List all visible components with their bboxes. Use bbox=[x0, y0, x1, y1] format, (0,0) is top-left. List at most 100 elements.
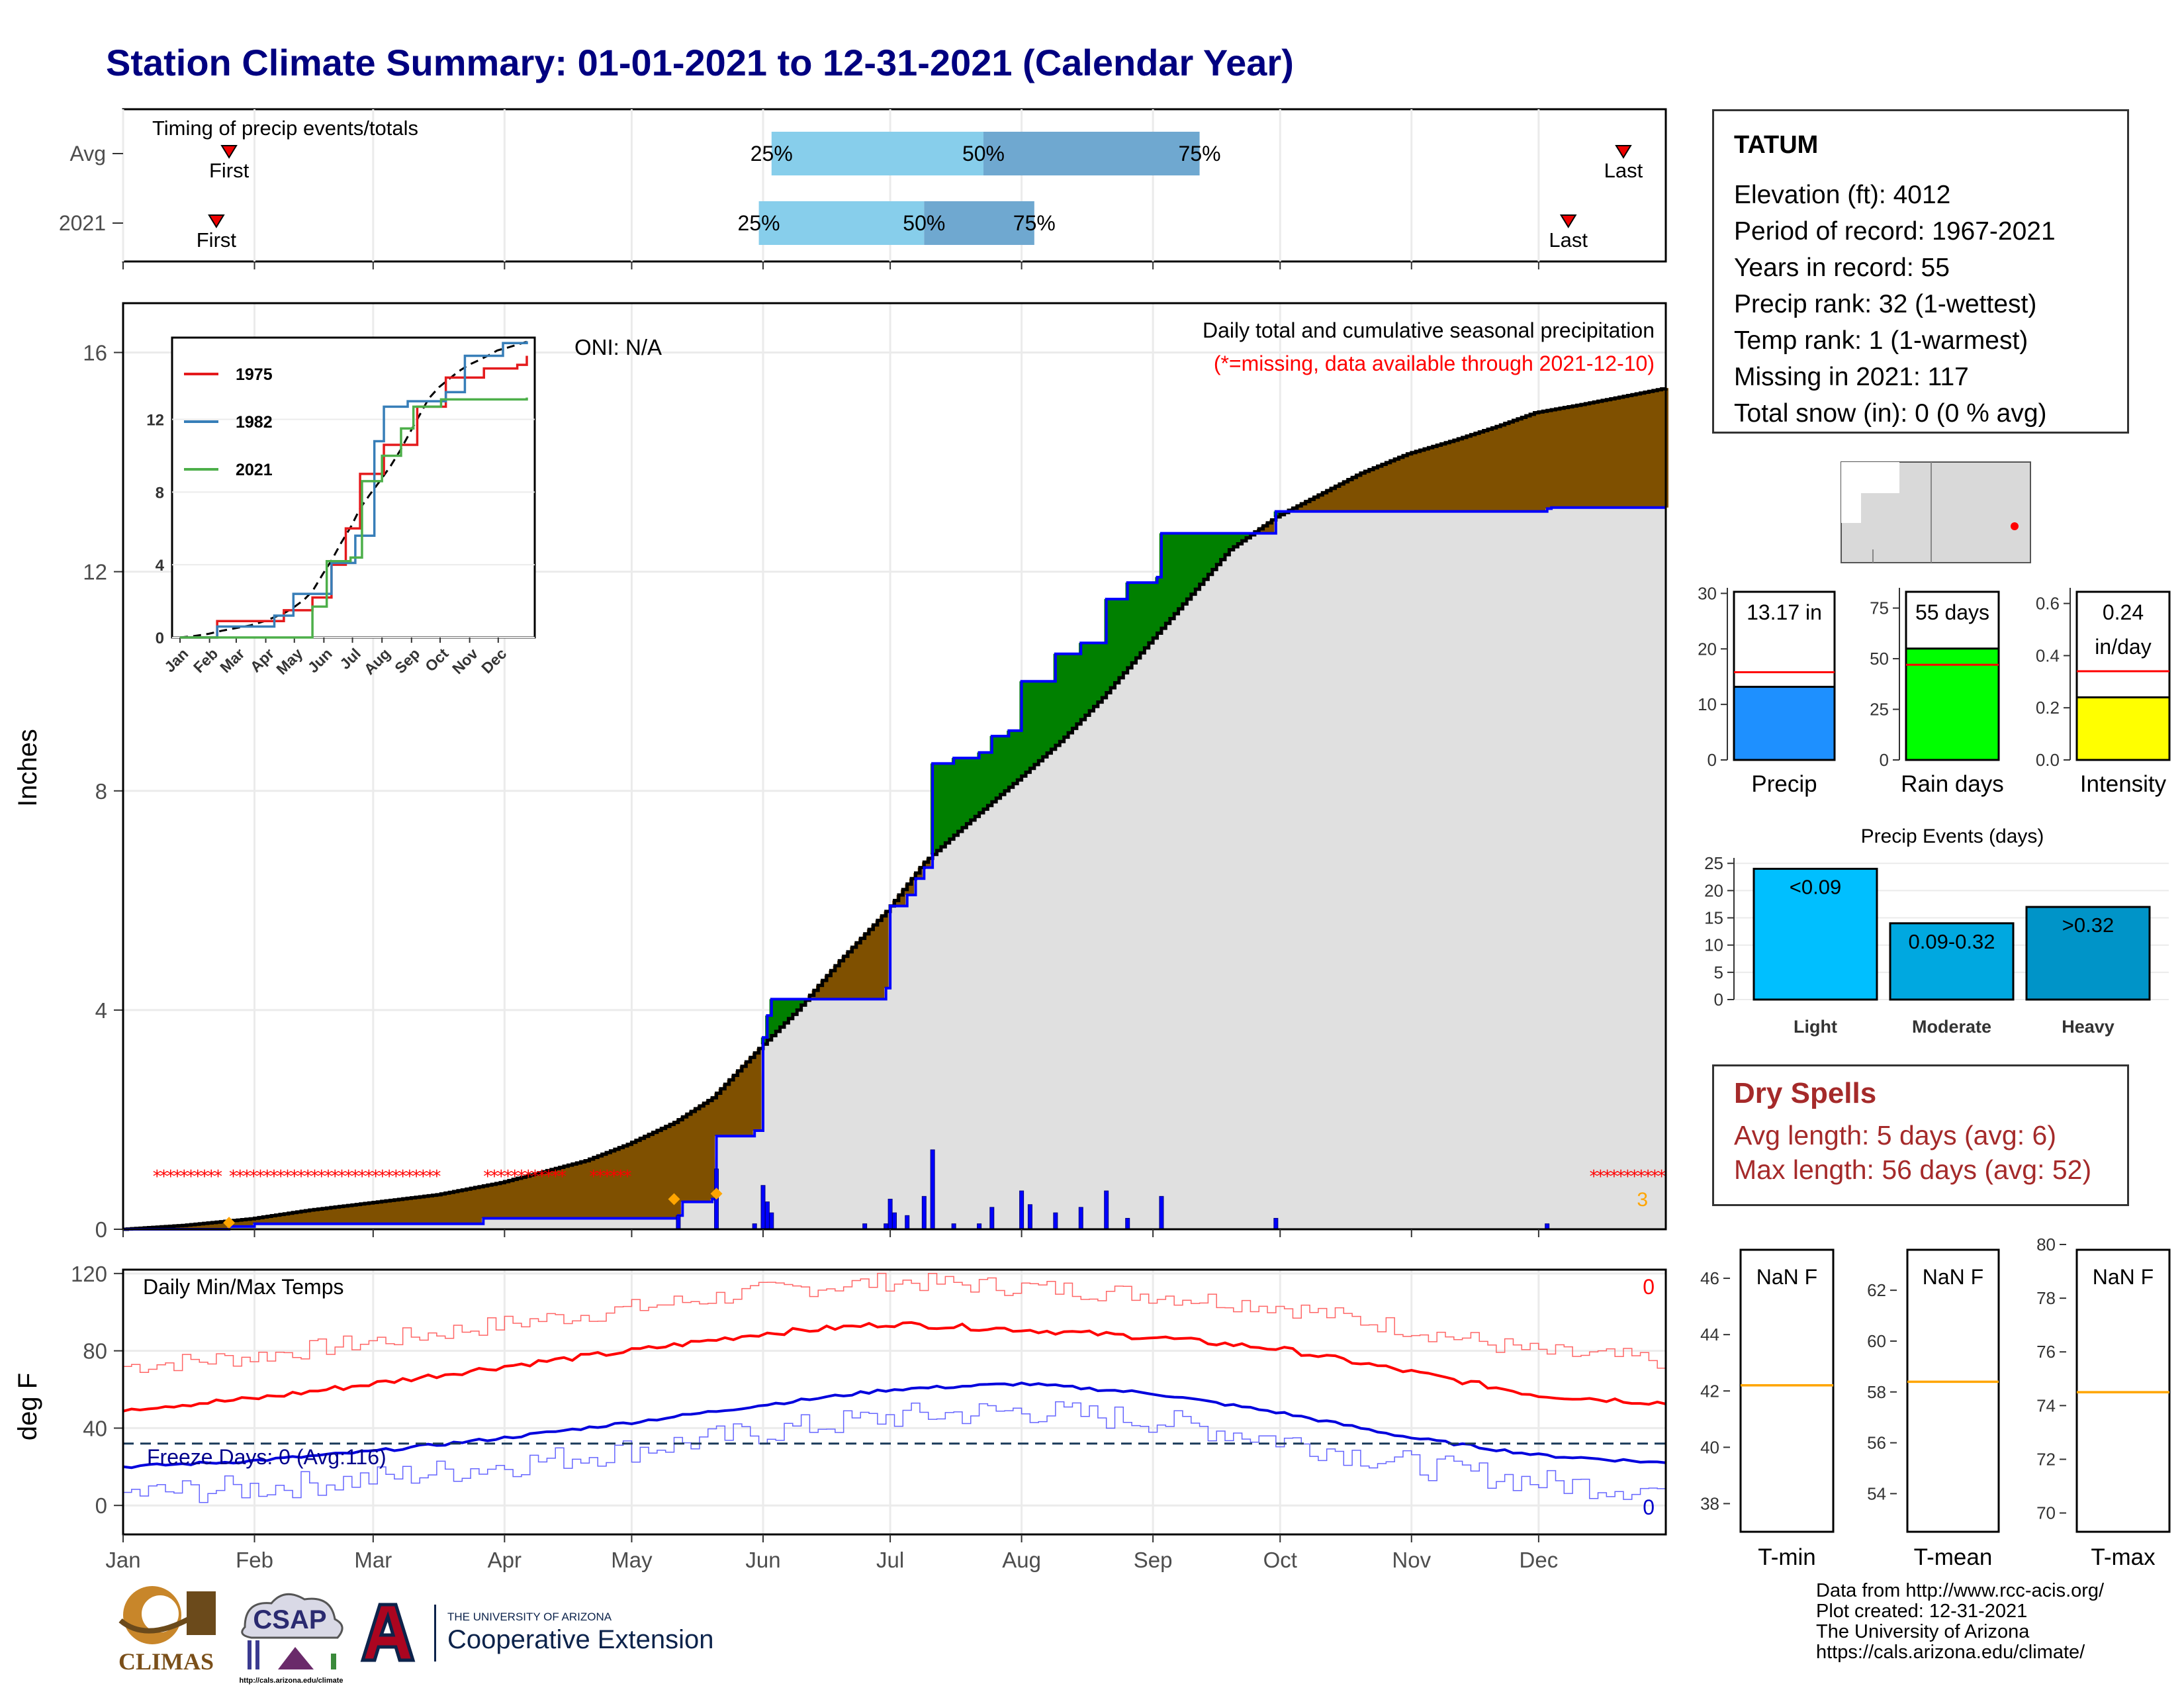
temp-plot-bg bbox=[123, 1270, 1666, 1534]
timing-first-label: First bbox=[197, 228, 237, 252]
inset-normal-line bbox=[179, 340, 527, 639]
station-temp-rank: Temp rank: 1 (1-warmest) bbox=[1734, 326, 2028, 355]
missing-marker: * bbox=[1630, 1167, 1639, 1187]
tmean_box-value-label: NaN F bbox=[1923, 1265, 1983, 1289]
timing-last-marker bbox=[1559, 214, 1577, 228]
inset-legend-label: 2021 bbox=[236, 461, 273, 479]
station-snow: Total snow (in): 0 (0 % avg) bbox=[1734, 399, 2047, 428]
events-tick-label: 5 bbox=[1714, 962, 1723, 982]
climas-logo-text: CLIMAS bbox=[118, 1648, 214, 1675]
station-location-dot bbox=[2011, 522, 2019, 530]
intensity-category-label: Intensity bbox=[2080, 771, 2167, 797]
precip-y-tick-label: 4 bbox=[95, 998, 107, 1023]
timing-bar-50-75 bbox=[924, 201, 1034, 245]
missing-marker: * bbox=[296, 1167, 305, 1187]
missing-marker: * bbox=[229, 1167, 238, 1187]
tmax_box-tick-label: 74 bbox=[2036, 1395, 2056, 1415]
missing-marker: * bbox=[207, 1167, 216, 1187]
footer-university: The University of Arizona bbox=[1816, 1621, 2030, 1642]
missing-marker: * bbox=[412, 1167, 421, 1187]
missing-marker: * bbox=[324, 1167, 332, 1187]
dry-spells-avg: Avg length: 5 days (avg: 6) bbox=[1734, 1120, 2056, 1150]
climas-logo: CLIMAS bbox=[118, 1586, 216, 1675]
events-bar-label: >0.32 bbox=[2062, 914, 2114, 937]
tmax_box-tick-label: 80 bbox=[2036, 1235, 2056, 1254]
timing-last-marker bbox=[1615, 145, 1632, 159]
timing-last-label: Last bbox=[1604, 159, 1643, 182]
precip_total-tick-label: 0 bbox=[1707, 750, 1717, 770]
missing-marker: * bbox=[616, 1167, 625, 1187]
daily-precip-bar bbox=[1273, 1217, 1279, 1230]
precip-normal-line bbox=[123, 387, 1668, 1231]
footer-plot-created: Plot created: 12-31-2021 bbox=[1816, 1601, 2028, 1622]
inset-frame bbox=[171, 336, 536, 639]
daily-precip-bar bbox=[930, 1149, 935, 1230]
temp-max-count: 0 bbox=[1643, 1275, 1655, 1299]
missing-marker: * bbox=[200, 1167, 208, 1187]
missing-marker: * bbox=[1617, 1167, 1625, 1187]
daily-precip-bar bbox=[1053, 1212, 1058, 1230]
temp-y-tick-label: 40 bbox=[83, 1416, 107, 1440]
daily-precip-bar bbox=[764, 1201, 770, 1230]
precip_total-category-label: Precip bbox=[1751, 771, 1817, 797]
temp-y-tick-label: 120 bbox=[71, 1262, 107, 1286]
missing-marker: * bbox=[405, 1167, 414, 1187]
month-label: Feb bbox=[236, 1548, 273, 1572]
dry-spells-max: Max length: 56 days (avg: 52) bbox=[1734, 1154, 2092, 1185]
missing-marker: * bbox=[159, 1167, 168, 1187]
missing-marker: * bbox=[277, 1167, 285, 1187]
timing-bar-25-50 bbox=[758, 201, 925, 245]
station-elevation: Elevation (ft): 4012 bbox=[1734, 181, 1951, 209]
tmean_box-tick-label: 54 bbox=[1867, 1483, 1886, 1503]
precip-observed-line bbox=[123, 506, 1666, 1231]
rain_days-tick-label: 75 bbox=[1870, 598, 1889, 618]
temp-min-count: 0 bbox=[1643, 1495, 1655, 1519]
events-bar bbox=[1889, 922, 2015, 1001]
precip-below-avg-fill bbox=[125, 388, 1669, 1229]
missing-marker: * bbox=[283, 1167, 292, 1187]
station-period: Period of record: 1967-2021 bbox=[1734, 217, 2056, 246]
intensity-tick-label: 0.2 bbox=[2036, 698, 2060, 718]
daily-precip-bar bbox=[1159, 1196, 1164, 1230]
tmax_box-tick-label: 76 bbox=[2036, 1342, 2056, 1362]
temp-y-tick-label: 80 bbox=[83, 1339, 107, 1364]
timing-first-label: First bbox=[209, 159, 250, 182]
tmean_box-tick-label: 60 bbox=[1867, 1331, 1886, 1351]
missing-marker: * bbox=[432, 1167, 441, 1187]
missing-marker: * bbox=[510, 1167, 519, 1187]
missing-marker: * bbox=[236, 1167, 244, 1187]
missing-marker: * bbox=[537, 1167, 546, 1187]
intensity-tick-label: 0.0 bbox=[2036, 750, 2060, 770]
timing-row-label: Avg bbox=[69, 142, 106, 165]
missing-marker: * bbox=[497, 1167, 506, 1187]
rain_days-value-label: 55 days bbox=[1915, 600, 1989, 624]
page-title: Station Climate Summary: 01-01-2021 to 1… bbox=[106, 42, 1294, 83]
events-bar-label: 0.09-0.32 bbox=[1909, 930, 1995, 953]
daily-precip-bar bbox=[1027, 1204, 1032, 1230]
station-info-box: TATUM Elevation (ft): 4012 Period of rec… bbox=[1712, 109, 2129, 434]
events-category-label: Heavy bbox=[2062, 1017, 2115, 1037]
precip-y-tick-label: 8 bbox=[95, 779, 107, 804]
events-tick-label: 15 bbox=[1704, 908, 1723, 928]
missing-marker: * bbox=[263, 1167, 271, 1187]
tmean_box-tick-label: 58 bbox=[1867, 1382, 1886, 1402]
missing-marker: * bbox=[504, 1167, 512, 1187]
tmax_box-tick-label: 78 bbox=[2036, 1288, 2056, 1308]
inset-series-line bbox=[180, 341, 528, 639]
daily-precip-bar bbox=[1125, 1217, 1130, 1230]
snow-marker bbox=[668, 1193, 680, 1205]
precip-y-tick-label: 0 bbox=[95, 1217, 107, 1242]
temp-avg-max-line bbox=[122, 1321, 1666, 1413]
missing-marker: * bbox=[1596, 1167, 1605, 1187]
daily-precip-bar bbox=[892, 1212, 897, 1230]
timing-panel: Timing of precip events/totals Avg 25% 50% 7… bbox=[59, 108, 1667, 269]
timing-label: Timing of precip events/totals bbox=[152, 117, 418, 140]
missing-marker: * bbox=[269, 1167, 278, 1187]
timing-bar-25-50 bbox=[771, 132, 983, 175]
events-bar bbox=[1752, 867, 1878, 1001]
missing-marker: * bbox=[419, 1167, 428, 1187]
missing-marker: * bbox=[490, 1167, 498, 1187]
